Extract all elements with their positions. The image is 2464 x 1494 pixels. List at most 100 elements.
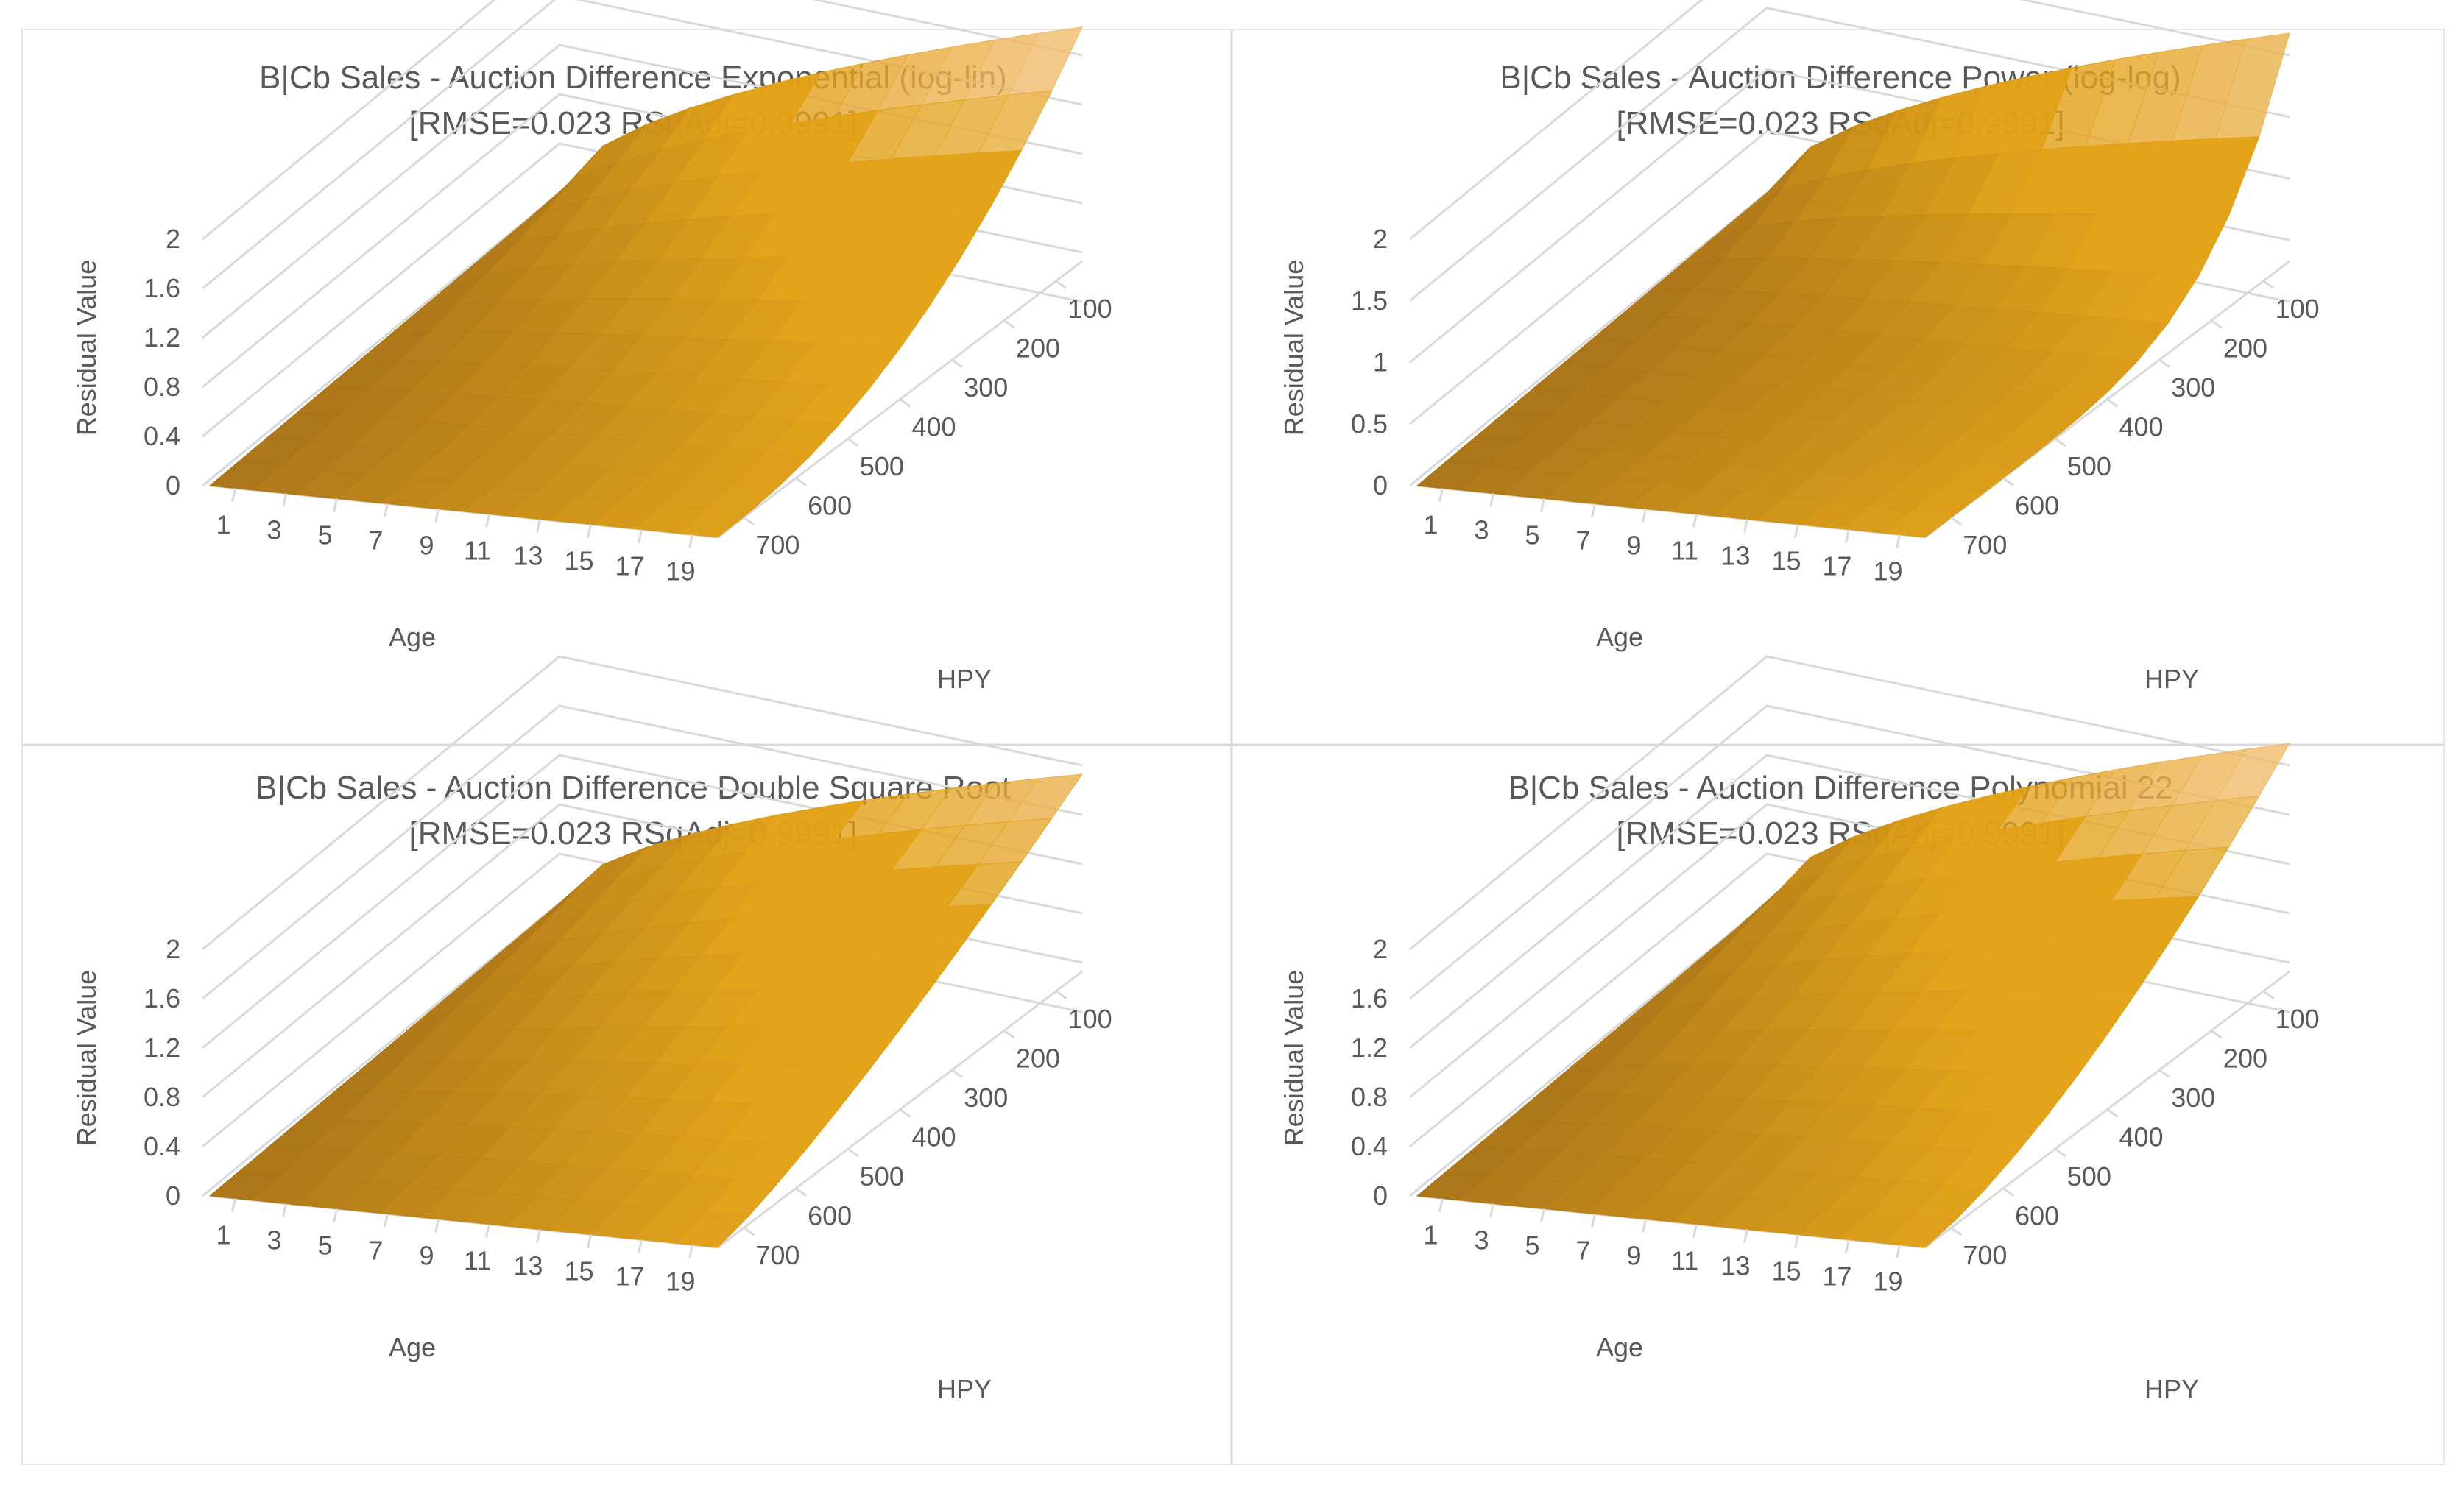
age-axis-title: Age — [1596, 1332, 1643, 1362]
hpy-tick-label: 700 — [755, 530, 799, 560]
age-tick-mark — [1642, 509, 1647, 523]
age-tick-label: 7 — [1575, 525, 1590, 556]
age-tick-mark — [282, 1203, 287, 1217]
hpy-tick-mark — [2211, 319, 2223, 329]
z-axis-title: Residual Value — [71, 970, 102, 1146]
hpy-tick-label: 700 — [1963, 530, 2007, 560]
hpy-tick-label: 300 — [964, 372, 1008, 403]
hpy-tick-label: 500 — [2067, 1161, 2111, 1192]
hpy-tick-label: 200 — [1016, 333, 1060, 363]
z-tick-label: 1.2 — [144, 322, 180, 353]
age-tick-label: 7 — [368, 525, 383, 556]
age-tick-mark — [434, 509, 440, 523]
age-tick-label: 3 — [266, 1225, 281, 1256]
age-tick-mark — [1743, 519, 1748, 533]
age-tick-mark — [1489, 1203, 1494, 1217]
hpy-tick-mark — [899, 1108, 911, 1118]
age-tick-label: 17 — [1822, 551, 1851, 581]
hpy-tick-mark — [847, 437, 859, 447]
z-gridline — [202, 0, 1083, 241]
z-gridline — [1409, 0, 2290, 241]
hpy-tick-mark — [2106, 398, 2119, 408]
hpy-tick-label: 500 — [860, 451, 904, 481]
age-tick-mark — [1692, 1224, 1698, 1238]
hpy-tick-label: 200 — [1016, 1043, 1060, 1073]
age-tick-mark — [485, 514, 490, 528]
z-tick-label: 2 — [1373, 224, 1388, 254]
hpy-tick-mark — [1055, 280, 1067, 290]
hpy-tick-mark — [2211, 1030, 2223, 1039]
age-tick-mark — [384, 1214, 389, 1228]
age-tick-label: 9 — [1626, 531, 1641, 561]
hpy-tick-label: 400 — [912, 412, 956, 442]
age-tick-label: 3 — [266, 515, 281, 545]
age-tick-label: 15 — [1771, 1256, 1801, 1286]
age-axis-title: Age — [389, 622, 436, 652]
age-tick-mark — [1438, 488, 1444, 502]
hpy-tick-mark — [2106, 1108, 2119, 1118]
z-tick-label: 1.2 — [1351, 1033, 1388, 1063]
hpy-tick-label: 200 — [2223, 333, 2267, 363]
age-tick-mark — [688, 1245, 693, 1258]
age-tick-label: 1 — [216, 510, 230, 540]
hpy-tick-mark — [2262, 990, 2275, 1000]
panel-frame — [21, 29, 2445, 1465]
age-tick-label: 15 — [1771, 546, 1801, 576]
z-tick-label: 0 — [1373, 1180, 1388, 1211]
age-tick-mark — [434, 1219, 440, 1233]
hpy-tick-label: 100 — [1068, 1004, 1112, 1034]
surface-facet — [1882, 509, 1957, 538]
age-tick-label: 7 — [1575, 1236, 1590, 1266]
age-tick-label: 17 — [615, 1261, 644, 1292]
age-tick-mark — [231, 488, 236, 502]
age-tick-label: 7 — [368, 1236, 383, 1266]
age-tick-mark — [231, 1198, 236, 1212]
hpy-tick-mark — [2002, 1187, 2014, 1197]
age-tick-label: 15 — [564, 1256, 593, 1286]
hpy-axis-title: HPY — [2144, 664, 2199, 694]
hpy-tick-mark — [847, 1147, 859, 1158]
z-tick-label: 0 — [166, 1180, 180, 1211]
chart-panel-1: B|Cb Sales - Auction Difference Exponent… — [71, 0, 1112, 694]
surface — [208, 773, 1084, 1248]
hpy-tick-label: 600 — [808, 1201, 852, 1231]
age-tick-mark — [1642, 1219, 1647, 1233]
age-tick-label: 3 — [1474, 515, 1489, 545]
hpy-tick-mark — [951, 1069, 964, 1079]
hpy-tick-mark — [1055, 990, 1067, 1000]
age-tick-label: 9 — [1626, 1241, 1641, 1271]
surface — [208, 26, 1083, 538]
age-tick-label: 15 — [564, 546, 593, 576]
age-tick-label: 19 — [1873, 1267, 1902, 1297]
age-tick-mark — [384, 503, 389, 517]
z-tick-label: 2 — [166, 934, 180, 964]
hpy-tick-mark — [1950, 1226, 1963, 1236]
z-tick-label: 1.2 — [144, 1033, 180, 1063]
hpy-tick-mark — [951, 358, 964, 369]
z-tick-label: 1.5 — [1351, 286, 1388, 316]
hpy-tick-label: 300 — [964, 1083, 1008, 1113]
z-gridline — [202, 655, 1083, 951]
age-tick-mark — [587, 524, 592, 538]
age-tick-mark — [333, 1208, 338, 1222]
surface-facet — [674, 508, 749, 538]
age-tick-label: 5 — [1525, 520, 1539, 550]
hpy-tick-label: 500 — [2067, 451, 2111, 481]
surface — [1416, 743, 2290, 1248]
surface — [1416, 32, 2290, 538]
z-tick-label: 0.5 — [1351, 408, 1388, 439]
hpy-axis-title: HPY — [937, 664, 992, 694]
z-axis-title: Residual Value — [71, 260, 102, 436]
hpy-tick-label: 400 — [2119, 412, 2164, 442]
hpy-tick-mark — [1003, 319, 1015, 329]
hpy-tick-mark — [1003, 1030, 1015, 1039]
hpy-tick-mark — [899, 398, 911, 408]
hpy-tick-mark — [1950, 516, 1963, 526]
hpy-tick-label: 200 — [2223, 1043, 2267, 1073]
age-tick-mark — [1540, 1208, 1545, 1222]
age-tick-mark — [1794, 524, 1799, 538]
age-tick-mark — [1845, 1239, 1850, 1253]
age-tick-mark — [1591, 1214, 1596, 1228]
z-tick-label: 0.4 — [144, 1131, 180, 1161]
